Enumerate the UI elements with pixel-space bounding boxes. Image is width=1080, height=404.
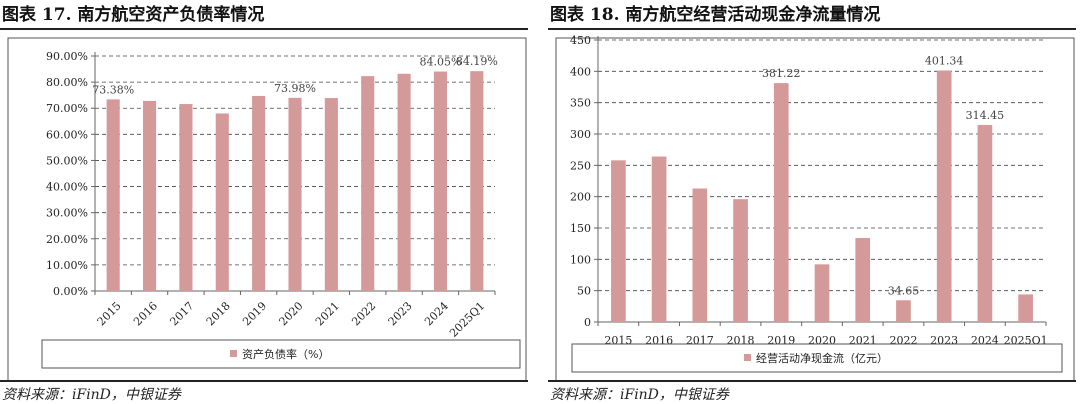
- bar: [215, 113, 229, 291]
- chart-frame: [7, 37, 527, 380]
- data-label: 73.38%: [92, 83, 134, 96]
- y-tick-label: 20.00%: [46, 233, 88, 246]
- bar: [288, 97, 302, 291]
- bar: [936, 70, 952, 323]
- x-tick-label: 2017: [167, 299, 196, 328]
- y-tick-label: 70.00%: [46, 102, 88, 115]
- bar: [733, 199, 748, 322]
- x-tick-label: 2015: [95, 299, 124, 328]
- bar: [106, 99, 120, 291]
- bar: [179, 104, 193, 292]
- source-note: 资料来源：iFinD，中银证券: [550, 387, 729, 403]
- y-tick-label: 90.00%: [46, 50, 88, 63]
- data-label: 84.05%: [419, 56, 461, 69]
- bar: [470, 71, 484, 291]
- bar: [896, 300, 911, 322]
- data-label: 34.65: [888, 284, 920, 297]
- y-tick-label: 200: [570, 191, 591, 204]
- legend-box: [41, 339, 521, 369]
- source-rule: [0, 380, 528, 382]
- legend-swatch: [230, 350, 237, 357]
- x-tick-label: 2021: [313, 299, 342, 328]
- bar: [773, 83, 789, 322]
- x-tick-label: 2020: [277, 299, 306, 328]
- y-tick-label: 100: [570, 253, 591, 266]
- data-label: 381.22: [762, 67, 801, 80]
- x-tick-label: 2016: [131, 299, 160, 328]
- y-tick-label: 400: [570, 65, 591, 78]
- x-tick-label: 2022: [349, 299, 378, 328]
- bar: [1018, 294, 1033, 322]
- bar: [143, 100, 157, 292]
- bar: [855, 238, 871, 322]
- y-tick-label: 250: [570, 159, 591, 172]
- bar: [814, 264, 830, 322]
- y-tick-label: 40.00%: [46, 181, 88, 194]
- x-tick-label: 2023: [386, 299, 415, 328]
- x-tick-label: 2019: [240, 299, 269, 328]
- bar: [324, 98, 338, 292]
- data-label: 314.45: [966, 109, 1005, 122]
- left-figure: 图表 17. 南方航空资产负债率情况 0.00% 10.00% 20.00% 30.0…: [0, 0, 532, 404]
- y-tick-label: 80.00%: [46, 76, 88, 89]
- debt-ratio-chart: 0.00% 10.00% 20.00% 30.00% 40.00% 50.00% 60.00…: [7, 37, 527, 380]
- y-tick-label: 50.00%: [46, 154, 88, 167]
- x-tick-label: 2018: [204, 299, 233, 328]
- x-tick-label: 2024: [422, 299, 451, 328]
- title-rule: [0, 28, 528, 30]
- y-tick-label: 60.00%: [46, 128, 88, 141]
- data-label: 84.19%: [456, 55, 498, 68]
- y-tick-label: 450: [570, 34, 591, 47]
- legend-swatch: [744, 354, 751, 361]
- legend-label: 资产负债率（%）: [242, 347, 329, 361]
- bar: [433, 71, 447, 292]
- figure-title: 图表 17. 南方航空资产负债率情况: [2, 5, 265, 25]
- bar: [361, 76, 375, 291]
- data-label: 73.98%: [274, 82, 316, 95]
- source-note: 资料来源：iFinD，中银证券: [2, 387, 181, 403]
- y-tick-label: 10.00%: [46, 259, 88, 272]
- title-rule: [548, 28, 1076, 30]
- bar: [611, 160, 626, 322]
- right-figure: 图表 18. 南方航空经营活动现金净流量情况 0 50 100 150 200 250 30…: [548, 0, 1080, 404]
- bar: [977, 124, 993, 322]
- source-rule: [548, 380, 1076, 382]
- data-label: 401.34: [925, 54, 964, 67]
- figure-title: 图表 18. 南方航空经营活动现金净流量情况: [550, 5, 881, 25]
- bar: [651, 156, 667, 322]
- bar: [252, 95, 266, 291]
- y-tick-label: 50: [577, 285, 591, 298]
- legend-box: [571, 343, 1063, 373]
- y-tick-label: 0.00%: [53, 285, 88, 298]
- y-tick-label: 0: [584, 316, 591, 329]
- bar: [692, 188, 708, 322]
- bar: [397, 73, 411, 291]
- y-tick-label: 300: [570, 128, 591, 141]
- legend-label: 经营活动净现金流（亿元）: [756, 351, 888, 365]
- y-tick-label: 30.00%: [46, 207, 88, 220]
- chart-frame: [555, 37, 1075, 380]
- y-tick-label: 350: [570, 97, 591, 110]
- x-tick-label: 2025Q1: [447, 299, 487, 339]
- y-tick-label: 150: [570, 222, 591, 235]
